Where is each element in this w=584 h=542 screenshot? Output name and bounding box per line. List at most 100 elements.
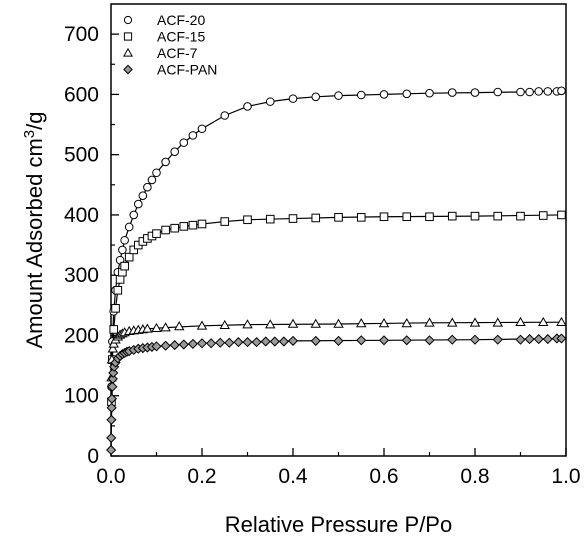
x-tick-label: 0.0 — [96, 465, 125, 488]
data-point — [161, 225, 170, 235]
data-point — [206, 338, 217, 349]
x-axis-title: Relative Pressure P/Po — [225, 512, 452, 537]
legend-marker-acf-15 — [123, 32, 133, 41]
data-point — [111, 304, 120, 313]
data-point — [492, 334, 503, 345]
data-point — [378, 335, 390, 346]
data-point — [109, 325, 119, 334]
data-point — [170, 223, 179, 233]
data-point — [557, 210, 566, 220]
data-point — [310, 318, 321, 328]
data-point — [179, 138, 189, 147]
legend-label: ACF-7 — [157, 45, 198, 61]
data-point — [424, 317, 435, 327]
y-tick-label: 0 — [87, 445, 99, 468]
data-point — [538, 211, 548, 220]
data-point — [425, 88, 434, 98]
data-point — [401, 318, 412, 328]
data-point — [525, 87, 534, 97]
data-point — [356, 335, 367, 346]
data-point — [160, 340, 171, 351]
x-tick-label: 0.6 — [369, 465, 398, 488]
data-point — [106, 432, 117, 443]
data-point — [402, 89, 412, 99]
data-point — [174, 321, 185, 331]
data-point — [533, 334, 544, 345]
data-point — [556, 333, 567, 344]
data-point — [542, 334, 553, 345]
data-point — [178, 339, 189, 350]
data-point — [379, 90, 389, 99]
data-point — [115, 275, 125, 284]
tick-labels: 0.0 0.2 0.4 0.6 0.8 1.0 0 100 200 300 400 500 600 700 — [64, 23, 581, 488]
series-line-acf-7 — [110, 321, 562, 378]
data-point — [470, 211, 480, 221]
data-point — [493, 211, 503, 221]
data-point — [311, 92, 321, 102]
y-tick-label: 700 — [64, 23, 99, 46]
data-point — [288, 214, 298, 223]
data-point — [106, 393, 117, 404]
data-point — [356, 318, 367, 328]
data-point — [107, 343, 119, 353]
data-point — [447, 88, 457, 97]
data-point — [220, 111, 230, 120]
y-axis-title-tail: /g — [22, 111, 47, 129]
y-axis-title-sup: 3 — [21, 130, 38, 138]
data-point — [197, 219, 207, 229]
data-point — [288, 94, 298, 103]
data-point — [107, 381, 118, 392]
data-point — [402, 212, 412, 222]
data-point — [492, 317, 503, 327]
data-point — [161, 157, 170, 167]
data-point — [224, 337, 235, 348]
data-point — [243, 215, 252, 225]
series-line-acf-15 — [110, 214, 562, 402]
legend-label: ACF-15 — [157, 29, 205, 45]
data-point — [333, 335, 344, 346]
data-point — [152, 168, 161, 178]
data-point — [543, 87, 553, 96]
data-point — [557, 86, 566, 96]
x-tick-label: 1.0 — [551, 465, 580, 488]
data-point — [287, 335, 299, 346]
data-point — [196, 338, 208, 349]
data-point — [151, 341, 162, 352]
data-point — [242, 337, 253, 348]
data-point — [106, 402, 117, 413]
data-point — [334, 213, 343, 222]
legend-marker-acf-7 — [122, 47, 134, 57]
data-point — [260, 336, 271, 347]
data-point — [143, 182, 152, 192]
data-point — [287, 318, 299, 328]
x-tick-label: 0.8 — [460, 465, 489, 488]
data-point — [447, 334, 458, 345]
data-point — [134, 199, 143, 209]
data-point — [356, 90, 366, 100]
data-point — [515, 334, 526, 345]
data-markers — [106, 86, 567, 456]
data-point — [401, 335, 412, 346]
data-point — [424, 335, 435, 346]
data-point — [219, 319, 230, 329]
data-point — [242, 319, 253, 329]
data-point — [197, 124, 207, 134]
data-point — [447, 317, 458, 327]
data-point — [265, 97, 275, 106]
data-point — [120, 235, 129, 245]
data-point — [118, 245, 127, 255]
data-point — [106, 414, 117, 425]
data-point — [538, 316, 549, 326]
data-point — [378, 318, 390, 328]
data-point — [220, 217, 230, 226]
data-point — [188, 220, 198, 230]
series-line-acf-pan — [110, 337, 562, 450]
legend-marker-acf-20 — [123, 15, 133, 25]
data-point — [278, 336, 289, 347]
data-point — [106, 444, 117, 456]
data-point — [113, 285, 123, 295]
data-point — [469, 334, 481, 345]
